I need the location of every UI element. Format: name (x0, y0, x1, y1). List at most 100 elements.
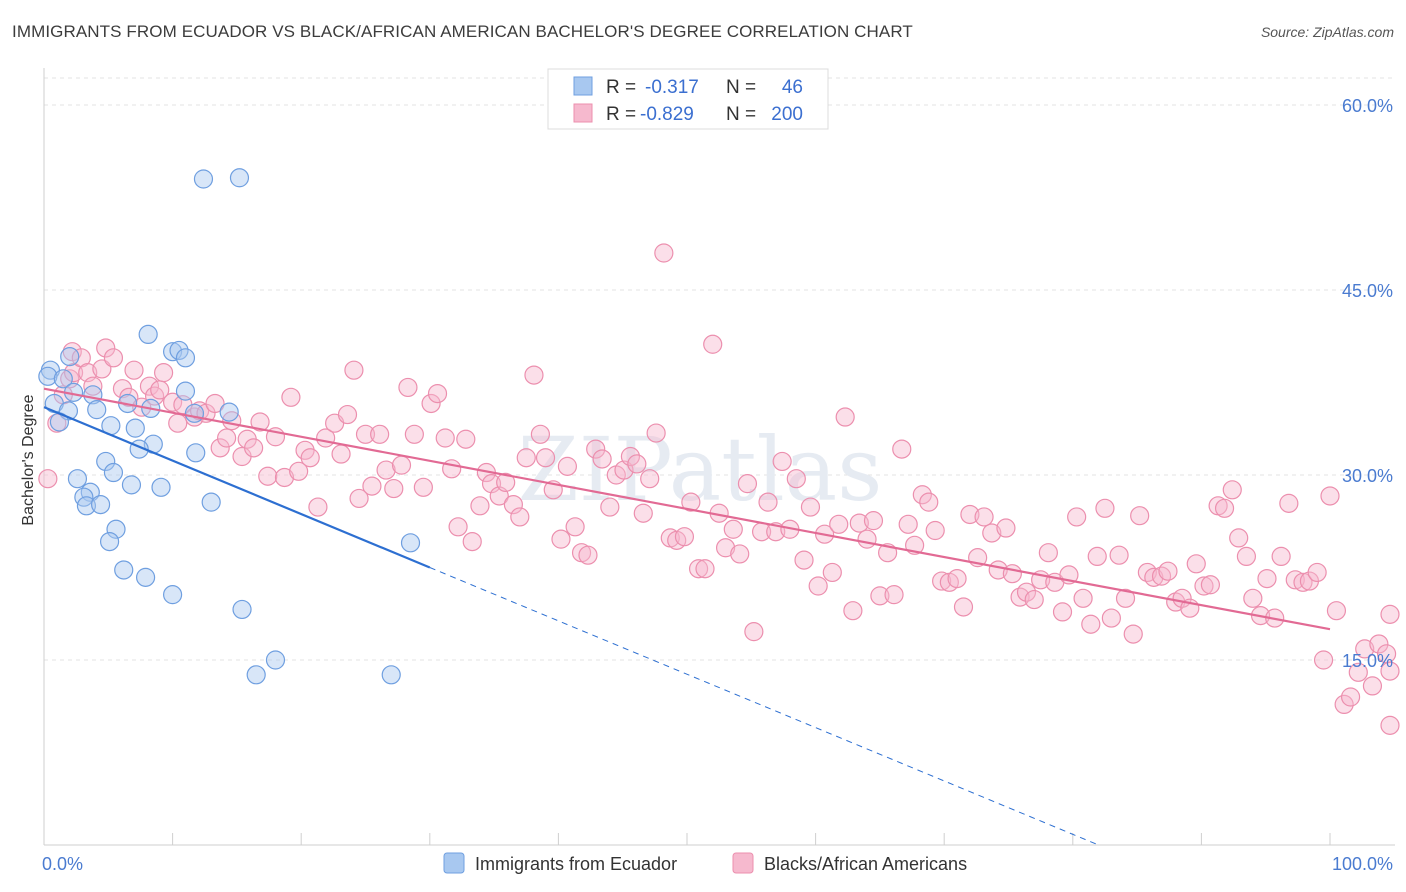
data-point (427, 384, 448, 404)
data-point (370, 424, 390, 444)
data-point (892, 439, 912, 459)
data-point (153, 363, 174, 383)
x-tick-label-max: 100.0% (1332, 854, 1393, 874)
data-point (863, 511, 884, 531)
data-point (138, 324, 158, 344)
data-point (193, 169, 214, 189)
data-point (600, 497, 620, 517)
y-tick-label: 15.0% (1342, 651, 1393, 671)
data-point (232, 599, 252, 620)
data-point (151, 477, 171, 497)
data-point (1307, 562, 1327, 583)
legend-n-value: 200 (771, 104, 803, 125)
data-point (60, 347, 80, 367)
data-point (258, 466, 278, 486)
data-point (835, 407, 855, 427)
data-point (557, 456, 578, 476)
data-point (524, 365, 544, 385)
data-point (1130, 506, 1150, 526)
data-point (1123, 624, 1143, 644)
data-point (135, 567, 156, 587)
data-point (960, 504, 980, 525)
data-point (633, 503, 653, 523)
data-point (808, 576, 828, 596)
data-point (829, 514, 849, 534)
data-point (308, 497, 328, 517)
chart-title: IMMIGRANTS FROM ECUADOR VS BLACK/AFRICAN… (12, 22, 913, 41)
data-point (496, 472, 516, 492)
trend-lines (43, 387, 1331, 846)
data-point (1115, 588, 1136, 608)
data-point (1320, 486, 1340, 506)
data-point (1067, 507, 1087, 527)
data-point (1137, 562, 1157, 583)
data-point (219, 402, 239, 422)
data-point (627, 454, 647, 474)
data-point (217, 428, 237, 448)
data-point (1087, 546, 1107, 567)
data-point (349, 488, 369, 509)
legend-r-label: R = (606, 77, 636, 98)
data-point (175, 381, 196, 401)
data-point (1052, 602, 1073, 622)
data-point (384, 478, 404, 499)
data-point (462, 531, 482, 552)
data-point (1362, 676, 1383, 696)
data-point (744, 622, 764, 642)
data-point (87, 400, 107, 420)
legend-r-value: -0.317 (645, 77, 699, 98)
data-point (1073, 588, 1093, 608)
data-point (586, 439, 606, 459)
data-point (139, 376, 160, 396)
data-point (516, 448, 536, 468)
data-point (1144, 567, 1164, 587)
data-point (1243, 588, 1263, 608)
data-point (758, 492, 778, 512)
data-point (1313, 650, 1334, 670)
data-point (974, 507, 994, 527)
data-point (246, 665, 266, 685)
data-point (244, 438, 264, 458)
data-point (76, 496, 97, 516)
source-credit: Source: ZipAtlas.com (1260, 24, 1394, 40)
data-point (996, 518, 1016, 538)
data-point (210, 438, 230, 458)
bottom-legend-label-black: Blacks/African Americans (764, 854, 967, 874)
axes (43, 68, 1395, 846)
bottom-legend-swatch-blue (443, 852, 465, 874)
trend-line (43, 406, 431, 569)
data-point (723, 519, 743, 539)
data-point (786, 469, 806, 489)
data-point (1355, 639, 1375, 659)
data-point (1101, 608, 1121, 628)
data-point (344, 360, 364, 380)
bottom-legend-label-ecuador: Immigrants from Ecuador (475, 854, 677, 874)
data-point (640, 469, 660, 489)
data-point (362, 476, 382, 496)
data-point (1380, 715, 1400, 735)
data-point (737, 474, 758, 494)
data-point (1293, 572, 1313, 592)
data-point (510, 507, 530, 527)
data-point (1200, 575, 1221, 595)
data-point (67, 469, 88, 489)
data-point (421, 393, 441, 414)
data-point (843, 601, 863, 621)
data-point (1010, 587, 1030, 607)
data-point (953, 597, 974, 617)
data-point (103, 462, 124, 483)
data-point (92, 359, 112, 379)
data-point (1229, 528, 1249, 548)
data-point (1024, 589, 1044, 610)
data-point (337, 404, 358, 425)
data-point (205, 393, 225, 414)
data-point (1236, 546, 1257, 567)
series-immigrants-from-ecuador (38, 168, 421, 685)
data-point (331, 444, 351, 464)
data-point (925, 520, 945, 541)
y-tick-label: 45.0% (1342, 281, 1393, 301)
data-point (695, 559, 715, 579)
data-point (391, 455, 412, 475)
trend-line-extension (429, 567, 1099, 846)
bottom-legend-swatch-pink (732, 852, 754, 874)
